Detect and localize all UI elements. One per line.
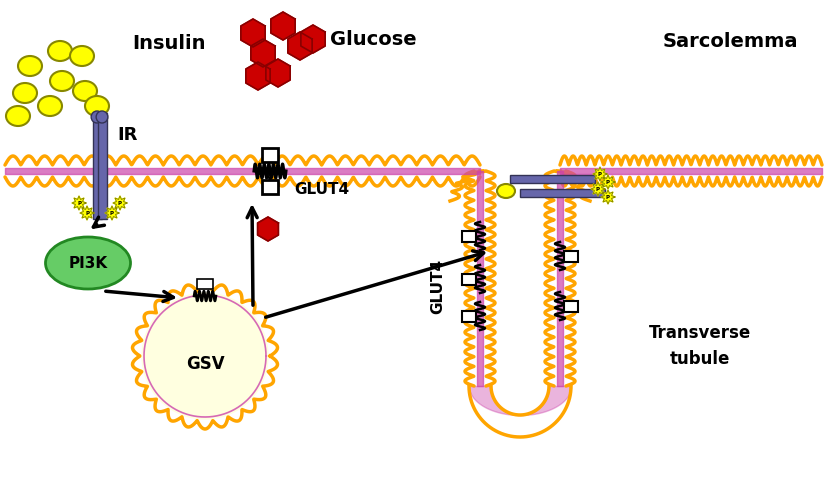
Bar [98,113,107,219]
Bar [93,113,102,219]
Polygon shape [105,206,119,220]
Text: P: P [598,171,602,176]
Polygon shape [301,25,325,53]
Polygon shape [593,167,607,181]
Text: Glucose: Glucose [330,30,417,49]
Bar [564,301,578,312]
Text: Insulin: Insulin [132,34,205,53]
Bar [462,274,476,285]
Polygon shape [241,19,265,47]
Polygon shape [591,182,605,196]
Text: P: P [77,200,81,205]
Ellipse shape [18,56,42,76]
Bar [462,230,476,241]
Polygon shape [72,196,86,210]
Ellipse shape [38,96,62,116]
Polygon shape [257,217,279,241]
Text: P: P [596,186,600,191]
Bar [462,311,476,322]
Ellipse shape [50,71,74,91]
Text: Sarcolemma: Sarcolemma [662,32,798,51]
Bar [510,175,595,183]
Polygon shape [265,59,290,87]
Text: P: P [110,210,114,215]
Polygon shape [251,39,275,67]
Text: P: P [606,179,610,184]
Text: P: P [85,210,89,215]
Bar [520,189,605,197]
Polygon shape [288,32,312,60]
Polygon shape [601,190,615,204]
Polygon shape [601,175,615,189]
Ellipse shape [45,237,131,289]
Text: P: P [606,194,610,199]
Ellipse shape [6,106,30,126]
Ellipse shape [73,81,97,101]
Text: P: P [118,200,122,205]
Bar [262,180,278,194]
Bar [197,279,213,289]
Ellipse shape [96,111,108,123]
Text: GLUT4: GLUT4 [294,181,349,196]
Ellipse shape [91,111,103,123]
Polygon shape [113,196,127,210]
Circle shape [142,293,268,419]
Ellipse shape [70,46,94,66]
Text: PI3K: PI3K [69,256,108,271]
Ellipse shape [13,83,37,103]
Ellipse shape [497,184,515,198]
Ellipse shape [85,96,109,116]
Bar [564,250,578,262]
Bar [262,148,278,162]
Polygon shape [80,206,94,220]
Polygon shape [271,12,295,40]
Text: GSV: GSV [186,355,224,373]
Ellipse shape [48,41,72,61]
Text: IR: IR [117,126,137,144]
Text: GLUT4: GLUT4 [431,259,446,314]
Text: Transverse
tubule: Transverse tubule [649,325,751,368]
Polygon shape [246,62,270,90]
